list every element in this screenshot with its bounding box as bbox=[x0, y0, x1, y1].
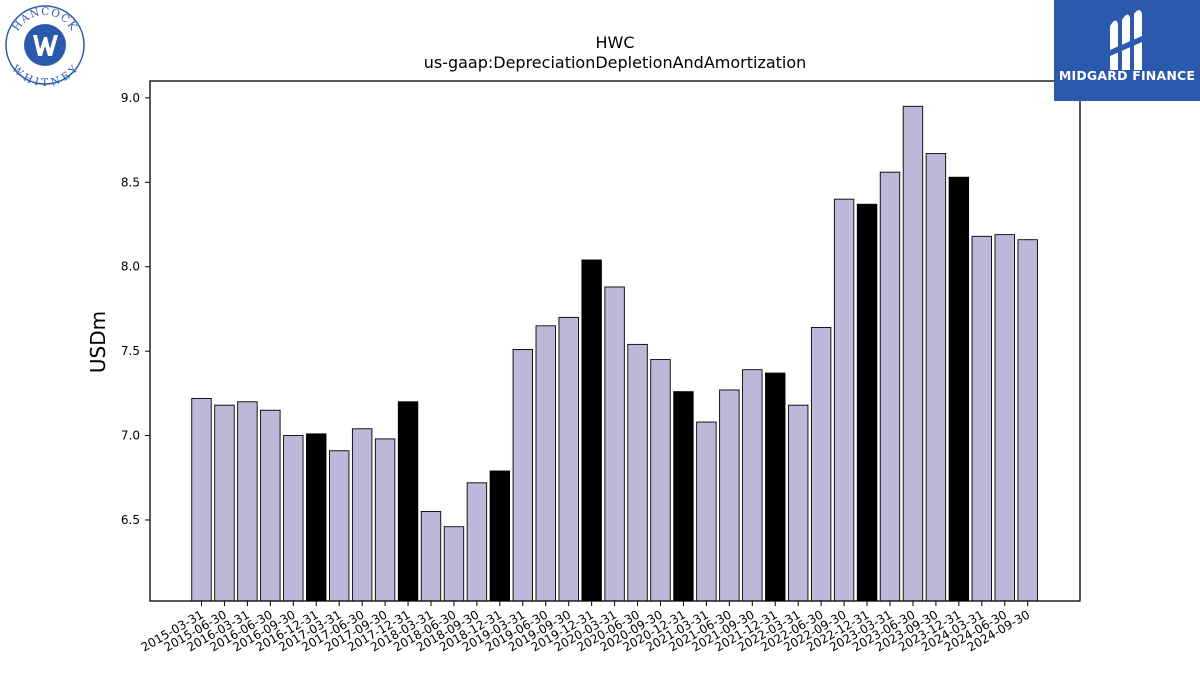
bar bbox=[420, 511, 442, 602]
bar bbox=[650, 359, 671, 602]
bar bbox=[374, 438, 396, 602]
bar bbox=[558, 316, 579, 602]
bar bbox=[604, 286, 625, 602]
bar bbox=[283, 435, 304, 602]
bar bbox=[833, 198, 855, 602]
y-tick-label: 7.5 bbox=[121, 344, 140, 358]
bar bbox=[902, 105, 924, 602]
bar bbox=[719, 389, 740, 602]
y-axis-label: USDm bbox=[86, 311, 110, 373]
bar bbox=[742, 369, 763, 602]
bar bbox=[627, 343, 648, 602]
y-tick-label: 7.0 bbox=[121, 429, 140, 443]
bar bbox=[673, 391, 694, 602]
hancock-whitney-seal-icon: HANCOCK WHITNEY bbox=[5, 5, 85, 89]
bar bbox=[466, 482, 488, 602]
y-tick-label: 9.0 bbox=[121, 91, 140, 105]
bar bbox=[443, 526, 465, 602]
bar bbox=[994, 234, 1015, 602]
bar bbox=[788, 404, 809, 602]
bar bbox=[696, 421, 717, 602]
bar bbox=[397, 401, 419, 602]
bar bbox=[512, 348, 533, 602]
bar bbox=[306, 433, 327, 602]
chart-subtitle: us-gaap:DepreciationDepletionAndAmortiza… bbox=[424, 53, 807, 72]
bar bbox=[856, 203, 878, 602]
y-tick-label: 8.0 bbox=[121, 260, 140, 274]
bar bbox=[351, 428, 373, 602]
bar bbox=[879, 171, 901, 602]
midgard-finance-text: MIDGARD FINANCE bbox=[1058, 68, 1196, 83]
bar bbox=[191, 397, 212, 602]
x-ticks-group: 2015-03-312015-06-302016-03-312016-06-30… bbox=[139, 601, 1032, 654]
midgard-finance-logo-icon bbox=[1110, 10, 1142, 70]
y-tick-label: 6.5 bbox=[121, 513, 140, 527]
bar bbox=[489, 470, 511, 602]
midgard-finance-logo: MIDGARD FINANCE bbox=[1054, 0, 1200, 101]
bar bbox=[925, 153, 947, 602]
hancock-whitney-logo: HANCOCK WHITNEY bbox=[4, 4, 86, 89]
bars-group bbox=[191, 105, 1038, 602]
bar bbox=[535, 325, 556, 602]
bar bbox=[948, 176, 970, 602]
chart-title: HWC bbox=[595, 33, 634, 52]
plot-frame bbox=[149, 80, 1081, 602]
bar bbox=[237, 401, 258, 602]
y-tick-label: 8.5 bbox=[121, 175, 140, 189]
bar bbox=[329, 450, 350, 602]
bar bbox=[810, 327, 832, 602]
bar bbox=[260, 409, 281, 602]
bar bbox=[1017, 239, 1038, 602]
bar bbox=[765, 372, 786, 602]
bar bbox=[214, 404, 235, 602]
y-ticks-group: 6.5 7.0 7.5 8.0 8.5 9.0 bbox=[121, 91, 150, 527]
bar bbox=[581, 259, 602, 602]
bar bbox=[971, 235, 992, 602]
